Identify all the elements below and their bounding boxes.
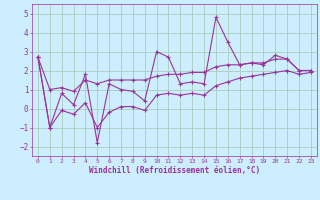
- X-axis label: Windchill (Refroidissement éolien,°C): Windchill (Refroidissement éolien,°C): [89, 166, 260, 175]
